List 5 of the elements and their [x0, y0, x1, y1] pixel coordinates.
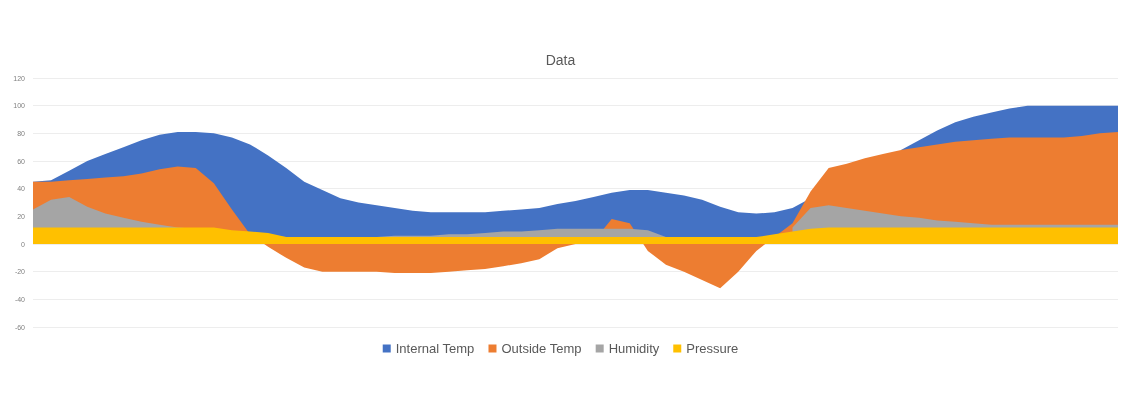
legend-label: Humidity: [608, 341, 660, 356]
legend-label: Outside Temp: [501, 341, 582, 356]
chart-title: Data: [545, 52, 576, 68]
legend-label: Internal Temp: [395, 341, 475, 356]
legend-label: Pressure: [686, 341, 739, 356]
